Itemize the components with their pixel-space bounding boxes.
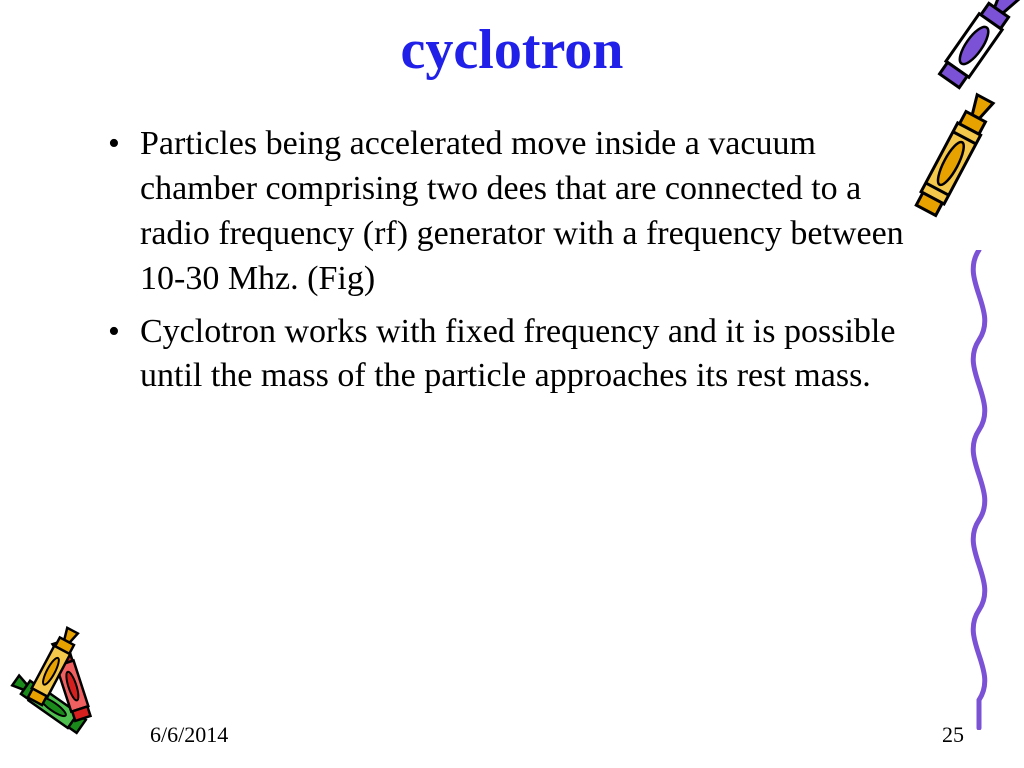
bullet-item: Particles being accelerated move inside …: [100, 122, 914, 302]
bullet-item: Cyclotron works with fixed frequency and…: [100, 310, 914, 400]
slide-title: cyclotron: [0, 0, 1024, 92]
footer-page-number: 25: [942, 722, 964, 748]
footer-date: 6/6/2014: [150, 722, 228, 748]
squiggle-line-right: [949, 250, 1009, 735]
slide-body: Particles being accelerated move inside …: [0, 92, 1024, 399]
crayons-clipart-bottom-left: [0, 613, 165, 758]
